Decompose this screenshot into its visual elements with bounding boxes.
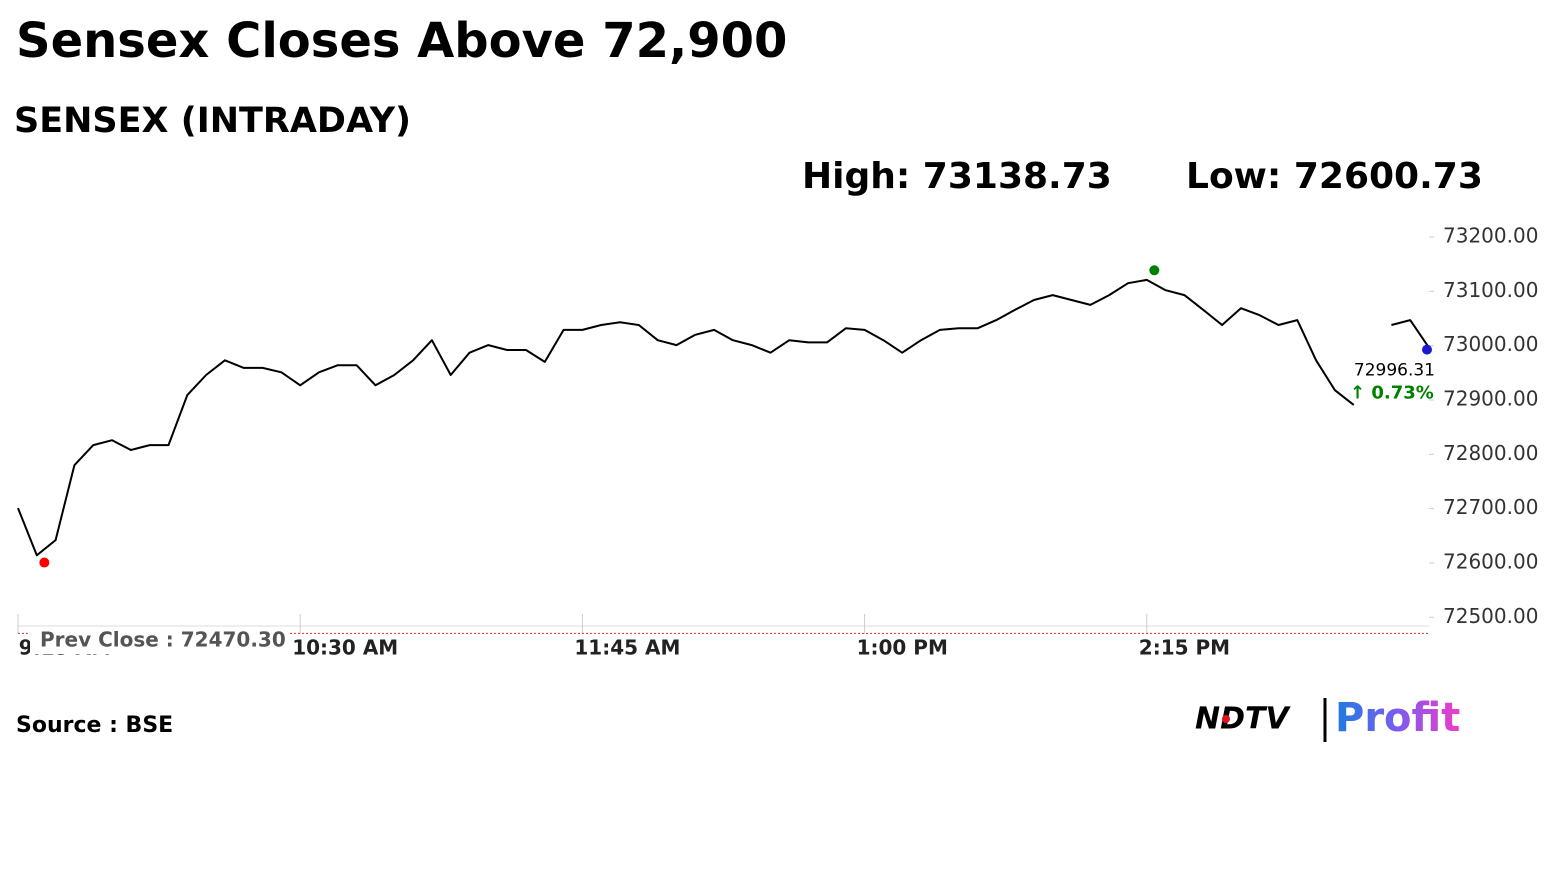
x-tick-label: 10:30 AM <box>292 636 398 660</box>
high-marker <box>1149 265 1160 276</box>
close-value: 72996.31 <box>1354 361 1435 381</box>
y-tick-label: 72800.00 <box>1443 441 1538 465</box>
y-tick-label: 72600.00 <box>1443 549 1538 573</box>
logo-brand: NDTV <box>1195 702 1291 737</box>
x-tick-label: 1:00 PM <box>857 636 948 660</box>
y-tick-label: 72900.00 <box>1443 386 1538 410</box>
logo-dot <box>1222 715 1230 723</box>
chart-title: Sensex Closes Above 72,900 <box>16 13 787 69</box>
y-tick-label: 73000.00 <box>1443 332 1538 356</box>
prev-close-label: Prev Close : 72470.30 <box>40 628 286 652</box>
low-label: Low: 72600.73 <box>1186 156 1483 197</box>
close-marker <box>1422 344 1432 355</box>
y-tick-label: 73200.00 <box>1443 223 1538 247</box>
chart-subtitle: SENSEX (INTRADAY) <box>14 101 411 141</box>
y-tick-label: 72500.00 <box>1443 604 1538 628</box>
high-label: High: 73138.73 <box>802 156 1112 197</box>
logo-product: Profit <box>1335 695 1460 741</box>
x-tick-label: 2:15 PM <box>1139 636 1230 660</box>
prev-close-bg <box>30 628 288 654</box>
change-value: ↑ 0.73% <box>1350 383 1434 404</box>
y-tick-label: 72700.00 <box>1443 495 1538 519</box>
line-series <box>17 278 1430 557</box>
source: Source : BSE <box>16 713 173 738</box>
x-tick-label: 11:45 AM <box>574 636 680 660</box>
y-tick-label: 73100.00 <box>1443 278 1538 302</box>
low-marker <box>39 557 50 568</box>
